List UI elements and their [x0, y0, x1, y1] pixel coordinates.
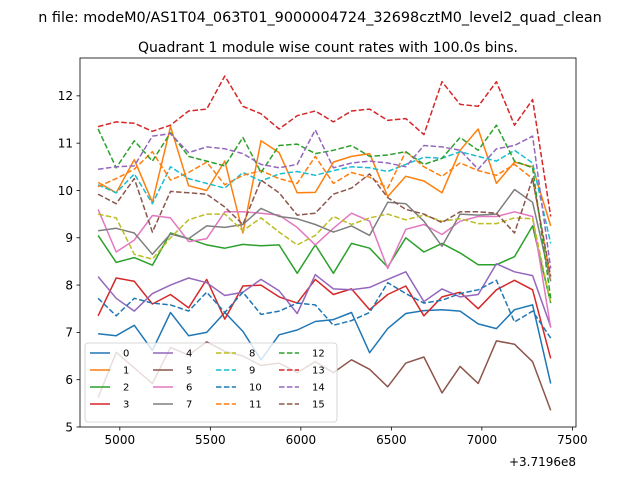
series-line-12 — [97, 124, 552, 299]
legend-label-13: 13 — [312, 366, 325, 377]
series-line-11 — [97, 150, 552, 280]
legend-label-9: 9 — [249, 366, 255, 377]
series-line-8 — [97, 213, 552, 304]
series-line-14 — [98, 129, 552, 269]
legend-label-7: 7 — [186, 400, 192, 411]
y-tick-label: 8 — [65, 278, 73, 292]
y-tick-label: 11 — [58, 136, 73, 150]
legend-label-12: 12 — [312, 349, 325, 360]
series-line-6 — [97, 209, 552, 328]
axes-frame — [79, 57, 577, 428]
x-offset-label: +3.7196e8 — [509, 455, 576, 469]
y-tick-label: 5 — [65, 420, 73, 434]
series-line-13 — [97, 75, 552, 217]
y-tick-label: 7 — [65, 326, 73, 340]
series-line-1 — [97, 125, 552, 234]
legend-label-2: 2 — [123, 383, 129, 394]
y-tick-label: 10 — [58, 184, 73, 198]
series-line-9 — [97, 149, 552, 244]
x-tick-label: 5500 — [195, 433, 226, 447]
series-line-4 — [97, 263, 552, 327]
legend-label-3: 3 — [123, 400, 129, 411]
legend-label-15: 15 — [312, 400, 325, 411]
legend-label-1: 1 — [123, 366, 129, 377]
series-line-3 — [97, 277, 552, 359]
figure-suptitle: n file: modeM0/AS1T04_063T01_9000004724_… — [38, 10, 602, 26]
y-tick-label: 9 — [65, 231, 73, 245]
legend-label-14: 14 — [312, 383, 325, 394]
x-tick-label: 7500 — [557, 433, 588, 447]
legend-label-6: 6 — [186, 383, 192, 394]
series-line-10 — [97, 279, 552, 339]
legend-label-5: 5 — [186, 366, 192, 377]
series-line-15 — [97, 173, 552, 277]
y-tick-label: 6 — [65, 373, 73, 387]
legend-label-0: 0 — [123, 349, 129, 360]
legend-label-11: 11 — [249, 400, 262, 411]
plot-area: 5000 5500 6000 6500 7000 75005678910111201234… — [58, 57, 588, 447]
chart-title: Quadrant 1 module wise count rates with … — [138, 40, 518, 56]
series-line-7 — [98, 188, 552, 282]
x-tick-label: 7000 — [467, 433, 498, 447]
y-tick-label: 12 — [58, 89, 73, 103]
x-tick-label: 5000 — [105, 433, 136, 447]
series-line-0 — [98, 304, 552, 384]
x-tick-label: 6000 — [286, 433, 317, 447]
x-tick-label: 6500 — [376, 433, 407, 447]
legend-label-10: 10 — [249, 383, 262, 394]
legend-label-8: 8 — [249, 349, 255, 360]
legend-box — [84, 342, 338, 423]
legend-label-4: 4 — [186, 349, 192, 360]
